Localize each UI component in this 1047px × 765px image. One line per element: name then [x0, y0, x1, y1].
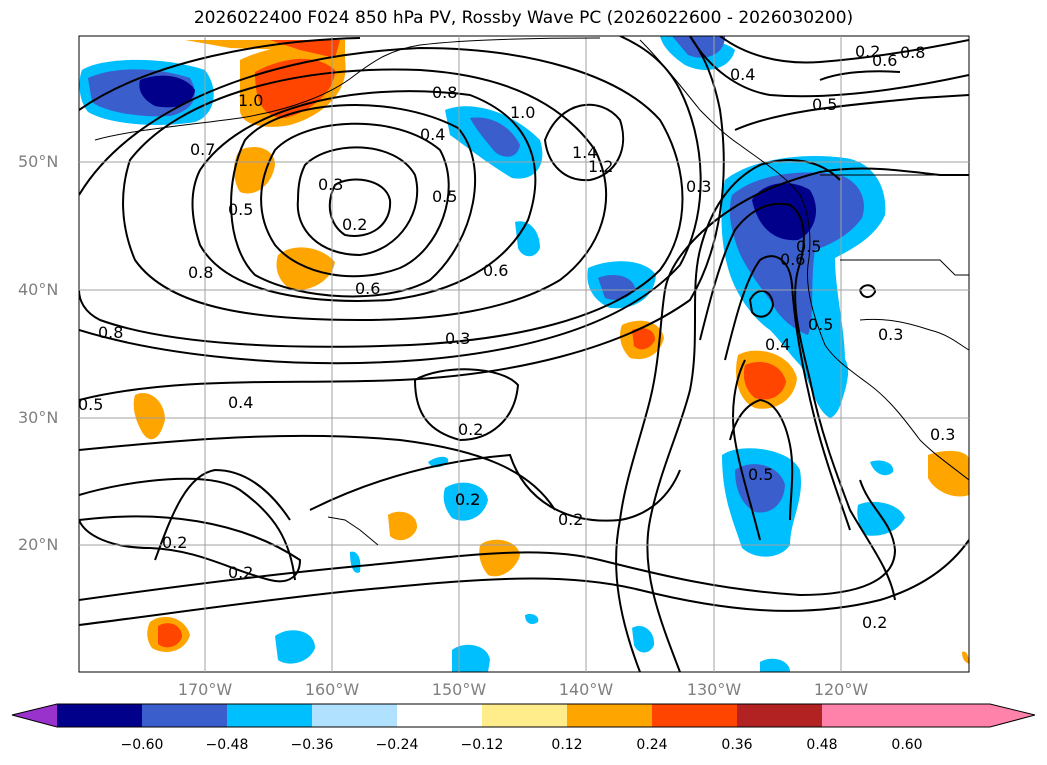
contour-label: 1.2: [588, 157, 613, 176]
contour-label: 0.3: [930, 425, 955, 444]
lon-label: 150°W: [431, 680, 487, 699]
contour-label: 0.6: [355, 279, 380, 298]
colorbar-tick: 0.24: [636, 737, 668, 753]
map-title: 2026022400 F024 850 hPa PV, Rossby Wave …: [193, 8, 854, 28]
contour-label: 1.4: [572, 143, 597, 162]
contour-label: 0.6: [483, 261, 508, 280]
contour-label: 1.0: [238, 91, 263, 110]
colorbar-tick: −0.12: [460, 737, 504, 753]
lon-label: 120°W: [813, 680, 869, 699]
colorbar-tick: −0.48: [205, 737, 249, 753]
colorbar-tick: −0.36: [290, 737, 334, 753]
colorbar-cell: [822, 704, 907, 727]
contour-label: 0.3: [686, 177, 711, 196]
lon-label: 130°W: [686, 680, 742, 699]
contour-label: 0.5: [432, 187, 457, 206]
contour-label: 0.2: [558, 510, 583, 529]
lon-label: 140°W: [558, 680, 614, 699]
colorbar-tick: −0.60: [120, 737, 164, 753]
contour-label: 0.4: [228, 393, 253, 412]
contour-label: 0.5: [228, 200, 253, 219]
colorbar-cell: [652, 704, 737, 727]
contour-label: 0.4: [420, 125, 445, 144]
contour-label: 0.2: [855, 42, 880, 61]
colorbar-cell: [567, 704, 652, 727]
contour-label: 0.2: [342, 215, 367, 234]
colorbar-cell: [227, 704, 312, 727]
contour-label: 0.5: [748, 465, 773, 484]
graticule: [79, 36, 969, 672]
contour-labels: 1.0 0.8 0.7 0.5 0.3 0.2 0.4 0.5 1.0 1.4 …: [78, 42, 955, 632]
colorbar-tick: 0.60: [891, 737, 923, 753]
colorbar-cell: [57, 704, 142, 727]
colorbar-cell: [737, 704, 822, 727]
colorbar-cell: [482, 704, 567, 727]
lat-label: 30°N: [18, 408, 59, 427]
coastlines: [94, 37, 970, 546]
contour-label: 0.3: [318, 175, 343, 194]
lat-label: 20°N: [18, 535, 59, 554]
colorbar-tick: 0.36: [721, 737, 753, 753]
colorbar-cell: [12, 704, 57, 727]
colorbar: [11, 703, 1036, 728]
contour-label: 0.2: [228, 563, 253, 582]
contour-label: 0.5: [796, 237, 821, 256]
colorbar-tick: 0.48: [806, 737, 838, 753]
contour-label: 0.8: [98, 323, 123, 342]
contour-label: 0.5: [78, 395, 103, 414]
contour-label: 0.2: [458, 420, 483, 439]
lon-label: 160°W: [304, 680, 360, 699]
contour-label: 0.8: [188, 263, 213, 282]
contour-label: 0.6: [780, 250, 805, 269]
contour-label: 0.7: [190, 140, 215, 159]
colorbar-tick: −0.24: [375, 737, 419, 753]
contour-label: 0.4: [765, 335, 790, 354]
contour-label: 0.6: [872, 51, 897, 70]
lat-label: 40°N: [18, 280, 59, 299]
contour-label: 0.5: [808, 315, 833, 334]
lon-label: 170°W: [177, 680, 233, 699]
contour-label: 0.2: [862, 613, 887, 632]
contour-label: 0.2: [455, 490, 480, 509]
colorbar-cell: [312, 704, 397, 727]
colorbar-cell: [397, 704, 482, 727]
contour-label: 0.4: [730, 65, 755, 84]
contour-label: 0.8: [900, 43, 925, 62]
contour-label: 0.3: [445, 329, 470, 348]
contour-label: 0.2: [162, 533, 187, 552]
contour-label: 1.0: [510, 103, 535, 122]
contour-label: 0.8: [432, 83, 457, 102]
contour-label: 0.5: [812, 95, 837, 114]
contour-label: 0.3: [878, 325, 903, 344]
contour-label: 0.2: [455, 490, 480, 509]
colorbar-tick: 0.12: [551, 737, 583, 753]
colorbar-cell: [907, 704, 1035, 727]
colorbar-cell: [142, 704, 227, 727]
lat-label: 50°N: [18, 152, 59, 171]
